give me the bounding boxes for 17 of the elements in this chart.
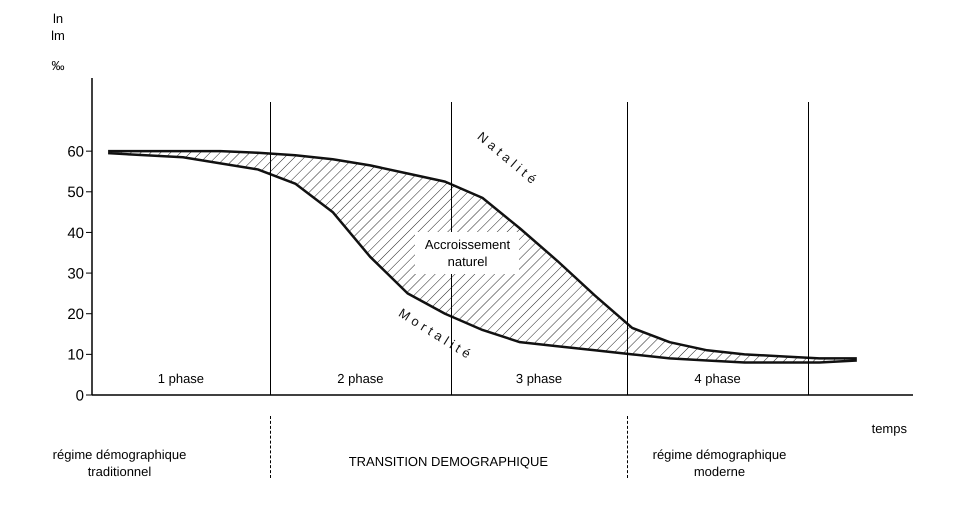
text: régime démographique traditionnel (52, 446, 188, 480)
annotation: 4 phase (693, 371, 742, 386)
y-tick-label: 50 (67, 184, 84, 202)
annotation: 1 phase (156, 371, 206, 386)
y-tick-label: 30 (67, 265, 84, 282)
y-tick-label: 20 (67, 306, 84, 324)
annotation: 3 phase (514, 371, 564, 386)
y-tick-label: 10 (67, 346, 84, 364)
y-tick-label: 40 (67, 224, 84, 242)
y-tick-label: 0 (76, 387, 84, 404)
text: TRANSITION DEMOGRAPHIQUE (348, 454, 550, 469)
y-tick-label: 60 (67, 143, 84, 160)
text: régime démographique moderne (652, 446, 788, 480)
annotation: 2 phase (336, 371, 385, 386)
y-axis-title: ln lm ‰ (51, 11, 65, 73)
x-axis-title: temps (872, 421, 908, 436)
annotation: Accroissement naturel (415, 232, 520, 274)
